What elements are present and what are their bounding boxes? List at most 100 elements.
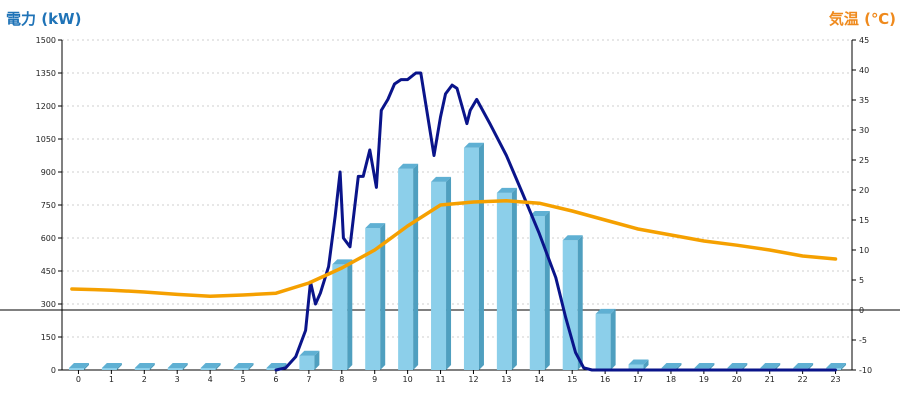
x-tick-label: 4 (208, 375, 213, 384)
power-bar-top (760, 363, 781, 368)
x-tick-label: 15 (567, 375, 577, 384)
power-bar (595, 308, 616, 370)
power-bar (463, 142, 484, 370)
left-tick-label: 300 (41, 300, 56, 309)
right-tick-label: 30 (859, 126, 869, 135)
x-tick-label: 6 (273, 375, 278, 384)
power-bar-side (709, 363, 715, 370)
power-bar (496, 187, 517, 370)
x-tick-label: 7 (306, 375, 311, 384)
tick-labels: 01503004506007509001050120013501500-10-5… (36, 36, 872, 384)
power-bar-top (68, 363, 89, 368)
left-tick-label: 750 (41, 201, 56, 210)
power-bar (628, 359, 649, 370)
power-bar-front (167, 368, 183, 370)
x-tick-label: 9 (372, 375, 377, 384)
right-tick-label: 0 (859, 306, 864, 315)
power-bar-side (413, 163, 419, 370)
power-bar-side (577, 235, 583, 370)
power-bar-top (167, 363, 188, 368)
power-bar (365, 223, 386, 370)
x-tick-label: 11 (435, 375, 445, 384)
right-tick-label: 25 (859, 156, 869, 165)
power-bar (101, 363, 122, 370)
power-bar (332, 259, 353, 370)
power-bar-front (332, 264, 348, 370)
left-tick-label: 1500 (36, 36, 56, 45)
power-bar-top (727, 363, 748, 368)
power-bar (398, 163, 419, 370)
right-tick-label: 45 (859, 36, 869, 45)
power-bar (167, 363, 188, 370)
grid (62, 39, 852, 338)
power-bar-front (628, 364, 644, 370)
x-tick-label: 20 (732, 375, 742, 384)
x-tick-label: 17 (633, 375, 643, 384)
power-bar-front (496, 192, 512, 370)
power-bar-front (562, 240, 578, 370)
power-bar-side (676, 363, 682, 370)
right-tick-label: 15 (859, 216, 869, 225)
power-bar-top (694, 363, 715, 368)
power-bar-side (83, 363, 89, 370)
power-bar (134, 363, 155, 370)
left-axis-title: 電力 (kW) (6, 10, 81, 28)
left-tick-label: 150 (41, 333, 56, 342)
power-bar-side (808, 363, 814, 370)
power-bar-front (529, 216, 545, 370)
x-tick-label: 18 (666, 375, 676, 384)
power-bar-top (496, 187, 517, 193)
power-bar-top (661, 363, 682, 368)
x-tick-label: 5 (240, 375, 245, 384)
right-tick-label: 20 (859, 186, 869, 195)
power-bar-top (398, 163, 419, 169)
power-bar-front (431, 181, 447, 370)
power-bar-top (233, 363, 254, 368)
power-bar-top (826, 363, 847, 368)
x-tick-label: 21 (765, 375, 775, 384)
left-tick-label: 1050 (36, 135, 56, 144)
power-bar-top (529, 211, 550, 216)
power-bar (233, 363, 254, 370)
left-tick-label: 600 (41, 234, 56, 243)
x-tick-label: 19 (699, 375, 709, 384)
power-bar-side (182, 363, 188, 370)
right-tick-label: 10 (859, 246, 869, 255)
power-bar-side (248, 363, 254, 370)
power-bar-side (544, 211, 550, 370)
x-tick-label: 23 (830, 375, 840, 384)
x-tick-label: 8 (339, 375, 344, 384)
power-bar-side (215, 363, 221, 370)
power-bar-side (314, 350, 320, 370)
power-bar-side (347, 259, 353, 370)
x-tick-label: 14 (534, 375, 544, 384)
left-tick-label: 0 (51, 366, 56, 375)
left-tick-label: 900 (41, 168, 56, 177)
left-tick-label: 1350 (36, 69, 56, 78)
power-bar-top (266, 363, 287, 368)
left-tick-label: 450 (41, 267, 56, 276)
power-bar-top (365, 223, 386, 229)
power-bar-top (562, 235, 583, 241)
power-bar-front (266, 368, 282, 370)
power-bar-top (793, 363, 814, 368)
power-bar-front (365, 228, 381, 370)
power-bar-side (610, 308, 616, 370)
power-bar-side (478, 142, 484, 370)
power-bar-front (200, 368, 216, 370)
power-bar (431, 176, 452, 370)
power-bar (68, 363, 89, 370)
power-bar (299, 350, 320, 370)
power-bar-side (742, 363, 748, 370)
x-tick-label: 0 (76, 375, 81, 384)
x-tick-label: 16 (600, 375, 610, 384)
x-tick-label: 3 (175, 375, 180, 384)
power-bar-front (299, 355, 315, 370)
power-bar (562, 235, 583, 370)
x-tick-label: 10 (403, 375, 413, 384)
power-bars (68, 142, 847, 370)
power-bar-front (595, 313, 611, 370)
power-bar-side (775, 363, 781, 370)
power-bar-front (398, 168, 414, 370)
power-bar-top (595, 308, 616, 314)
